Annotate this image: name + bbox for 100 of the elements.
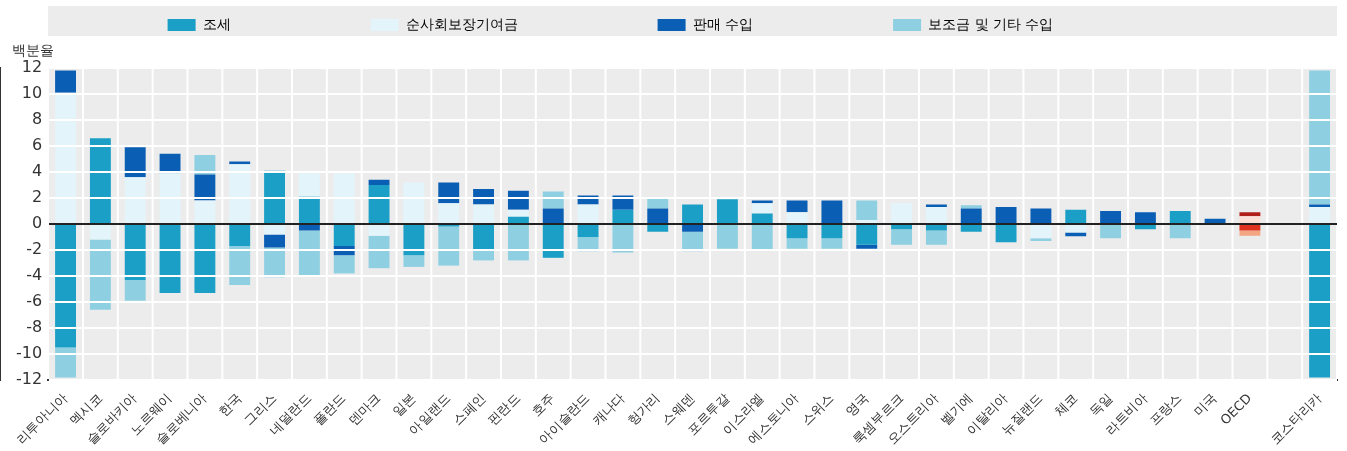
- bar: [891, 225, 913, 230]
- bar: [856, 220, 878, 223]
- bar: [333, 225, 355, 247]
- bar: [264, 170, 286, 223]
- bar: [960, 225, 982, 232]
- bar: [786, 212, 808, 223]
- bar: [925, 207, 947, 223]
- bar: [542, 208, 564, 223]
- bar: [403, 225, 425, 256]
- y-tick-label: -10: [15, 343, 43, 363]
- bar: [438, 203, 460, 223]
- bar: [298, 230, 320, 277]
- bar: [612, 225, 634, 253]
- bar: [507, 190, 529, 210]
- y-tick-label: -8: [26, 317, 43, 337]
- bar: [89, 138, 111, 223]
- bar: [403, 182, 425, 223]
- bar: [438, 226, 460, 266]
- bar: [1239, 225, 1261, 231]
- bar: [786, 200, 808, 213]
- y-tick-label: 2: [31, 187, 43, 207]
- bar: [229, 225, 251, 247]
- bar: [612, 195, 634, 210]
- bar: [1204, 218, 1226, 223]
- bar: [229, 246, 251, 286]
- bar: [298, 196, 320, 223]
- bar: [1065, 232, 1087, 237]
- y-tick-label: 8: [31, 109, 43, 129]
- bar: [1030, 238, 1052, 241]
- y-tick-label: 10: [21, 83, 43, 103]
- y-tick-label: -4: [26, 265, 43, 285]
- y-tick-label: 0: [31, 213, 43, 233]
- legend-label: 판매 수입: [692, 15, 880, 32]
- bar: [995, 225, 1017, 243]
- bar: [751, 213, 773, 223]
- bar: [647, 225, 669, 232]
- x-tick-label: 한국: [215, 390, 245, 420]
- bar: [577, 204, 599, 223]
- bar: [298, 225, 320, 231]
- x-tick-label: 체코: [1051, 390, 1081, 420]
- legend-label: 보조금 및 기타 수입: [928, 15, 1180, 32]
- y-tick-label: -12: [15, 369, 43, 389]
- bar: [751, 225, 773, 250]
- x-tick-label: 미국: [1190, 390, 1220, 420]
- bar: [925, 230, 947, 245]
- y-axis-title: 백분율: [12, 42, 54, 60]
- bar: [1239, 212, 1261, 217]
- bar: [333, 173, 355, 223]
- bar: [89, 225, 111, 240]
- bar: [995, 207, 1017, 223]
- bar: [507, 225, 529, 261]
- bar: [612, 209, 634, 223]
- bar: [925, 225, 947, 231]
- bar: [1100, 211, 1122, 223]
- bar: [229, 164, 251, 223]
- bar: [786, 225, 808, 239]
- bar: [821, 200, 843, 223]
- bar: [1030, 225, 1052, 239]
- bar: [194, 174, 216, 201]
- bar: [333, 255, 355, 274]
- bar: [716, 225, 738, 249]
- bar: [159, 225, 181, 293]
- bar: [124, 177, 146, 223]
- bar: [368, 185, 390, 223]
- bar: [577, 225, 599, 237]
- bar: [89, 239, 111, 310]
- bar: [1065, 225, 1087, 233]
- bar: [856, 200, 878, 221]
- bar: [55, 92, 76, 223]
- bar: [473, 225, 495, 250]
- bar: [403, 255, 425, 267]
- bar: [124, 279, 146, 301]
- bar: [682, 204, 704, 223]
- y-tick-label: -6: [26, 291, 43, 311]
- bar: [194, 200, 216, 223]
- bar: [194, 155, 216, 175]
- bar: [856, 225, 878, 245]
- bar: [682, 225, 704, 232]
- bar: [1239, 216, 1261, 223]
- bar: [1309, 70, 1331, 205]
- bar: [891, 203, 913, 223]
- bar: [55, 347, 76, 378]
- bar: [1100, 225, 1122, 239]
- bar: [856, 244, 878, 249]
- y-tick-label: 12: [21, 57, 43, 77]
- bar: [368, 235, 390, 269]
- bar: [55, 70, 76, 93]
- bar: [507, 216, 529, 223]
- bar: [821, 238, 843, 249]
- bar: [1134, 212, 1156, 223]
- bar: [1169, 211, 1191, 223]
- bar: [1309, 207, 1331, 223]
- bar: [960, 208, 982, 223]
- bar: [821, 225, 843, 239]
- bar: [159, 173, 181, 223]
- bar: [1169, 225, 1191, 239]
- bar: [438, 182, 460, 204]
- bar: [124, 225, 146, 280]
- bar: [786, 238, 808, 249]
- bar: [1030, 208, 1052, 223]
